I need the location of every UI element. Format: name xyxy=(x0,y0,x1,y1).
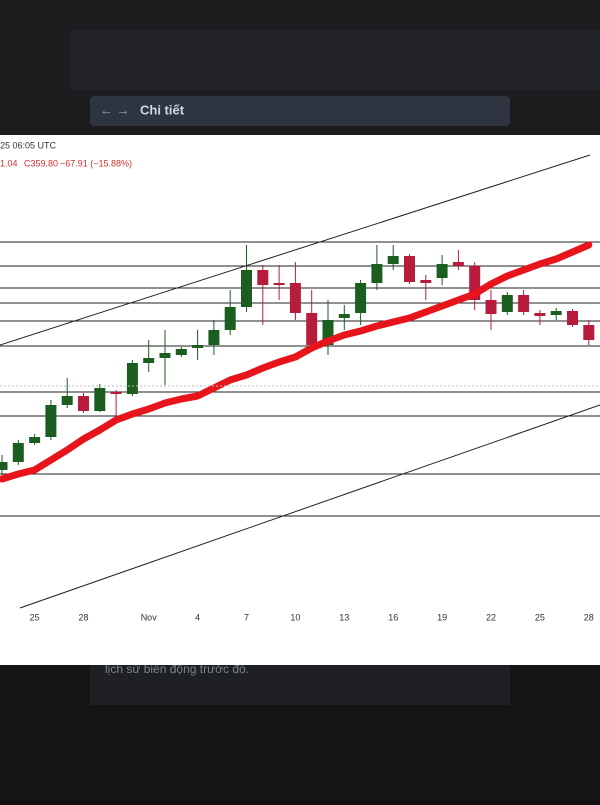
x-tick-label: 13 xyxy=(339,612,349,622)
candle-body xyxy=(45,405,57,437)
x-tick-label: 19 xyxy=(437,612,447,622)
candle-body xyxy=(550,311,562,315)
candle-body xyxy=(110,392,122,394)
x-tick-label: 16 xyxy=(388,612,398,622)
candle-body xyxy=(94,388,106,411)
candle-body xyxy=(452,262,464,266)
x-tick-label: 22 xyxy=(486,612,496,622)
candle-body xyxy=(338,314,350,318)
candle-body xyxy=(159,353,171,358)
candle-body xyxy=(0,462,8,470)
candle-body xyxy=(273,283,285,285)
x-tick-label: 10 xyxy=(290,612,300,622)
x-tick-label: 28 xyxy=(584,612,594,622)
x-tick-label: Nov xyxy=(141,612,158,622)
candle-body xyxy=(78,396,89,411)
chart-panel xyxy=(0,135,600,665)
candle-body xyxy=(208,330,220,345)
upper-trend-line xyxy=(0,154,591,346)
candle-body xyxy=(126,363,138,394)
footer-text: lịch sử biến động trước đó. xyxy=(105,662,249,676)
candle-body xyxy=(436,264,448,278)
candle-body xyxy=(257,270,269,285)
candle-body xyxy=(192,345,204,348)
candle-body xyxy=(61,396,73,405)
blurred-toolbar xyxy=(70,30,600,90)
ohlc-change: −67.91 (−15.88%) xyxy=(60,158,132,168)
ohlc-open: 1.04 xyxy=(0,158,18,168)
candle-body xyxy=(355,283,367,313)
x-tick-label: 25 xyxy=(535,612,545,622)
candle-body xyxy=(534,313,546,316)
candle-body xyxy=(12,443,24,462)
back-arrow[interactable]: ← → xyxy=(100,102,130,117)
candle-body xyxy=(567,311,578,325)
x-tick-label: 25 xyxy=(30,612,40,622)
detail-bar xyxy=(90,96,510,126)
candle-body xyxy=(387,256,399,264)
candle-body xyxy=(175,349,187,355)
lower-trend-line xyxy=(19,404,600,609)
candle-body xyxy=(143,358,155,363)
candle-body xyxy=(29,437,41,443)
detail-title: Chi tiết xyxy=(140,102,185,117)
time-label: 25 06:05 UTC xyxy=(0,140,57,150)
candle-body xyxy=(420,280,432,283)
candle-body xyxy=(518,295,530,312)
x-tick-label: 4 xyxy=(195,612,200,622)
x-tick-label: 7 xyxy=(244,612,249,622)
candle-body xyxy=(289,283,301,313)
candle-body xyxy=(241,270,252,307)
candle-body xyxy=(306,313,318,345)
candle-body xyxy=(322,320,334,345)
x-tick-label: 28 xyxy=(78,612,88,622)
plot: 25 28 Nov 4 7 10 13 16 19 22 25 28 xyxy=(0,241,600,622)
moving-average xyxy=(0,241,593,483)
candle-body xyxy=(224,307,236,330)
candle-body xyxy=(485,300,497,314)
ohlc-close: C359.80 xyxy=(24,158,58,168)
candle-body xyxy=(501,295,513,312)
candle-body xyxy=(469,266,481,300)
candle-body xyxy=(404,256,415,282)
candle-body xyxy=(371,264,383,283)
candle-body xyxy=(583,325,595,340)
